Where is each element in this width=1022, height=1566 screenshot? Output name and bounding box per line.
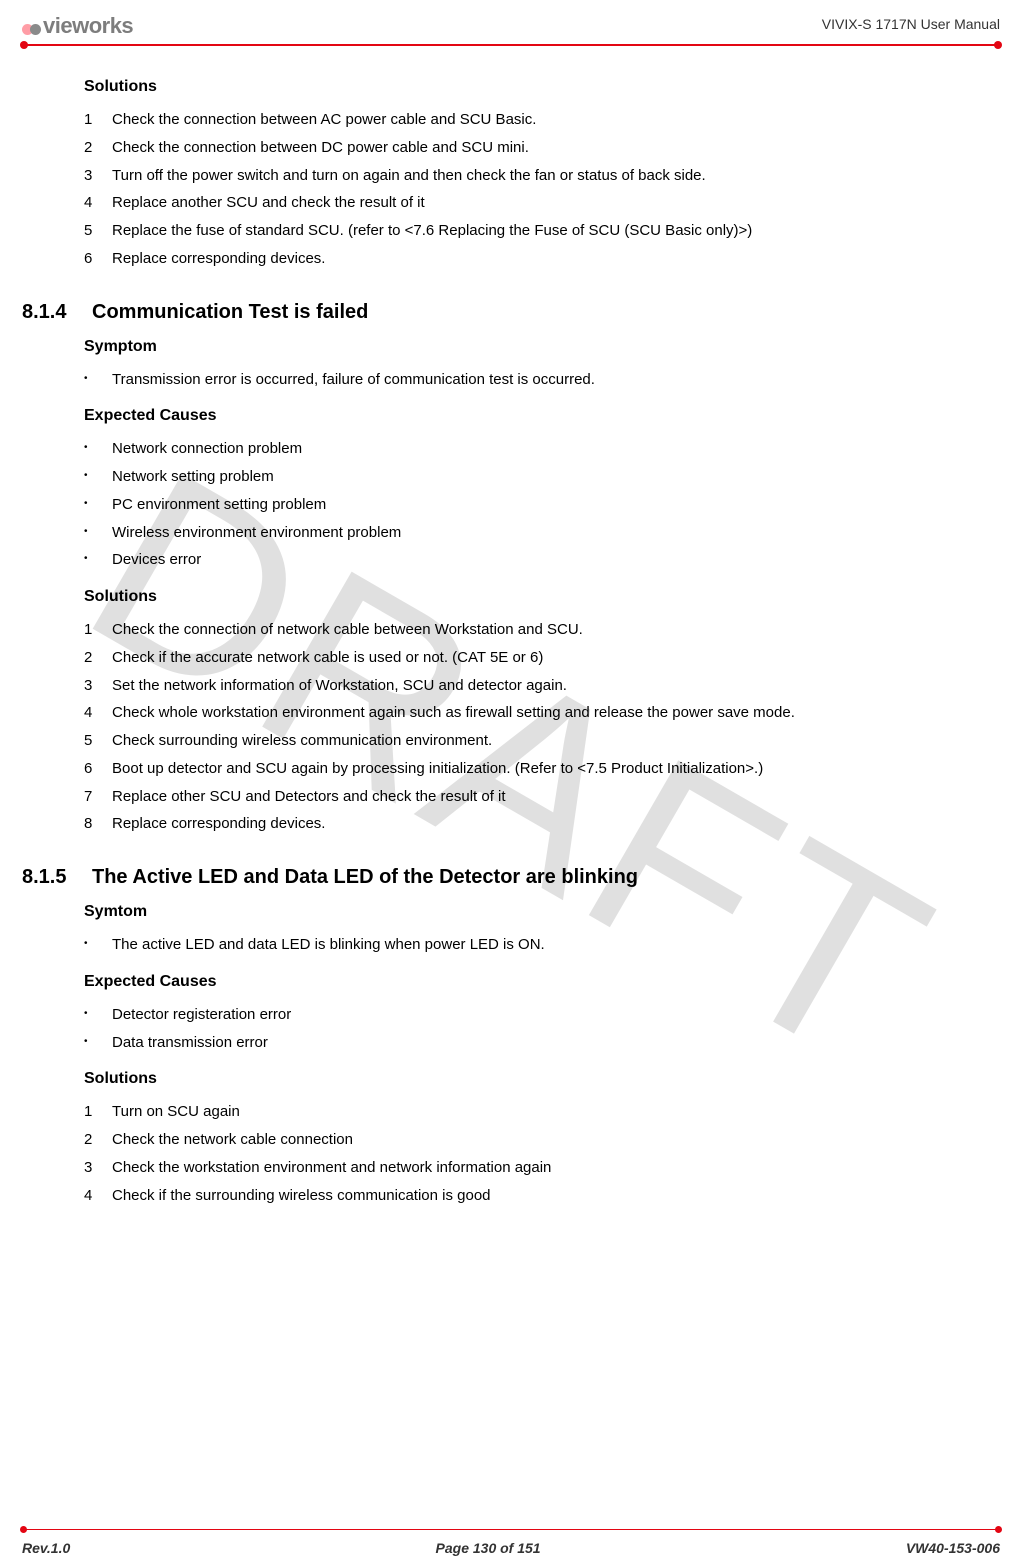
section-number: 8.1.5 — [22, 866, 76, 889]
section-heading: 8.1.5 The Active LED and Data LED of the… — [84, 866, 1000, 889]
footer-doc-number: VW40-153-006 — [906, 1540, 1000, 1556]
causes-list: Detector registeration error Data transm… — [84, 1001, 1000, 1057]
section-number: 8.1.4 — [22, 301, 76, 324]
list-item: Detector registeration error — [84, 1001, 1000, 1029]
list-item-text: Turn off the power switch and turn on ag… — [112, 162, 706, 190]
solutions-heading: Solutions — [84, 78, 1000, 96]
list-item-text: Check the workstation environment and ne… — [112, 1154, 551, 1182]
solutions-heading: Solutions — [84, 588, 1000, 606]
solutions-list: 1Check the connection between AC power c… — [84, 106, 1000, 273]
list-item: 4Replace another SCU and check the resul… — [84, 189, 1000, 217]
list-item-text: Wireless environment environment problem — [112, 519, 401, 547]
list-item-text: Network setting problem — [112, 463, 274, 491]
list-item-text: Network connection problem — [112, 435, 302, 463]
list-item: Devices error — [84, 546, 1000, 574]
logo: vieworks — [22, 11, 133, 37]
list-item: PC environment setting problem — [84, 491, 1000, 519]
list-item: 3Set the network information of Workstat… — [84, 672, 1000, 700]
symptom-heading: Symptom — [84, 338, 1000, 356]
list-item: 4Check if the surrounding wireless commu… — [84, 1182, 1000, 1210]
solutions-heading: Solutions — [84, 1070, 1000, 1088]
page-footer: Rev.1.0 Page 130 of 151 VW40-153-006 — [22, 1540, 1000, 1556]
list-item-text: Transmission error is occurred, failure … — [112, 366, 595, 394]
list-item-text: Replace another SCU and check the result… — [112, 189, 425, 217]
list-item: 4Check whole workstation environment aga… — [84, 699, 1000, 727]
list-item-text: Replace other SCU and Detectors and chec… — [112, 783, 506, 811]
section-title-text: Communication Test is failed — [92, 301, 368, 324]
list-item-text: Check the connection between DC power ca… — [112, 134, 529, 162]
list-item: 3Turn off the power switch and turn on a… — [84, 162, 1000, 190]
list-item-text: Devices error — [112, 546, 201, 574]
footer-page-number: Page 130 of 151 — [436, 1540, 541, 1556]
list-item: Data transmission error — [84, 1029, 1000, 1057]
list-item: 1Turn on SCU again — [84, 1098, 1000, 1126]
list-item-text: Check whole workstation environment agai… — [112, 699, 795, 727]
symptom-heading: Symtom — [84, 903, 1000, 921]
list-item: 6Replace corresponding devices. — [84, 245, 1000, 273]
solutions-list: 1Turn on SCU again 2Check the network ca… — [84, 1098, 1000, 1209]
list-item: The active LED and data LED is blinking … — [84, 931, 1000, 959]
list-item: 6Boot up detector and SCU again by proce… — [84, 755, 1000, 783]
list-item-text: Replace the fuse of standard SCU. (refer… — [112, 217, 752, 245]
list-item: Transmission error is occurred, failure … — [84, 366, 1000, 394]
causes-list: Network connection problem Network setti… — [84, 435, 1000, 574]
list-item: 7Replace other SCU and Detectors and che… — [84, 783, 1000, 811]
list-item: 2Check if the accurate network cable is … — [84, 644, 1000, 672]
header-rule — [22, 44, 1000, 46]
logo-text: vieworks — [43, 15, 133, 37]
symptom-list: Transmission error is occurred, failure … — [84, 366, 1000, 394]
list-item: 5Check surrounding wireless communicatio… — [84, 727, 1000, 755]
list-item-text: Check the network cable connection — [112, 1126, 353, 1154]
list-item: 1Check the connection of network cable b… — [84, 616, 1000, 644]
list-item: 8Replace corresponding devices. — [84, 810, 1000, 838]
list-item-text: Replace corresponding devices. — [112, 810, 325, 838]
list-item: Network connection problem — [84, 435, 1000, 463]
list-item-text: Replace corresponding devices. — [112, 245, 325, 273]
causes-heading: Expected Causes — [84, 973, 1000, 991]
list-item: 2Check the network cable connection — [84, 1126, 1000, 1154]
section-heading: 8.1.4 Communication Test is failed — [84, 301, 1000, 324]
page-content: Solutions 1Check the connection between … — [22, 46, 1000, 1209]
solutions-list: 1Check the connection of network cable b… — [84, 616, 1000, 838]
list-item-text: Data transmission error — [112, 1029, 268, 1057]
list-item-text: Check the connection between AC power ca… — [112, 106, 536, 134]
list-item-text: Set the network information of Workstati… — [112, 672, 567, 700]
page-header: vieworks VIVIX-S 1717N User Manual — [22, 0, 1000, 40]
list-item-text: PC environment setting problem — [112, 491, 326, 519]
symptom-list: The active LED and data LED is blinking … — [84, 931, 1000, 959]
page-container: vieworks VIVIX-S 1717N User Manual Solut… — [0, 0, 1022, 1566]
list-item-text: Check if the accurate network cable is u… — [112, 644, 543, 672]
list-item-text: The active LED and data LED is blinking … — [112, 931, 545, 959]
list-item: 2Check the connection between DC power c… — [84, 134, 1000, 162]
list-item: 5Replace the fuse of standard SCU. (refe… — [84, 217, 1000, 245]
list-item: 1Check the connection between AC power c… — [84, 106, 1000, 134]
footer-revision: Rev.1.0 — [22, 1540, 70, 1556]
list-item-text: Check if the surrounding wireless commun… — [112, 1182, 491, 1210]
section-title-text: The Active LED and Data LED of the Detec… — [92, 866, 638, 889]
document-title: VIVIX-S 1717N User Manual — [822, 16, 1000, 32]
list-item-text: Detector registeration error — [112, 1001, 291, 1029]
list-item-text: Check the connection of network cable be… — [112, 616, 583, 644]
causes-heading: Expected Causes — [84, 407, 1000, 425]
list-item: Network setting problem — [84, 463, 1000, 491]
list-item: Wireless environment environment problem — [84, 519, 1000, 547]
footer-rule — [22, 1529, 1000, 1530]
list-item: 3Check the workstation environment and n… — [84, 1154, 1000, 1182]
list-item-text: Turn on SCU again — [112, 1098, 240, 1126]
list-item-text: Check surrounding wireless communication… — [112, 727, 492, 755]
logo-dot-icon — [30, 24, 41, 35]
list-item-text: Boot up detector and SCU again by proces… — [112, 755, 763, 783]
